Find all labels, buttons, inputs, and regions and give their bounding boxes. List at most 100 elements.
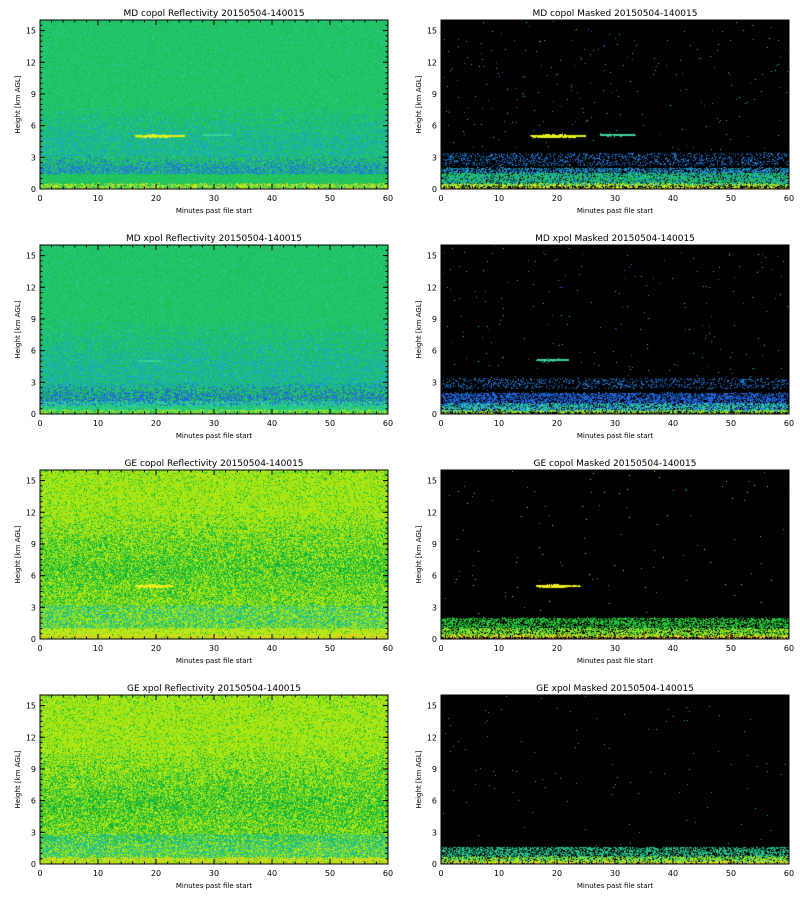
x-tick-label: 0 [37, 644, 42, 653]
y-tick-label: 3 [31, 828, 36, 837]
heatmap-image [40, 695, 388, 864]
x-tick-label: 20 [552, 419, 562, 428]
y-tick-label: 3 [31, 153, 36, 162]
panel-title: MD copol Masked 20150504-140015 [533, 9, 698, 19]
x-tick-label: 30 [209, 419, 219, 428]
y-tick-label: 6 [31, 797, 36, 806]
y-axis-label: Height [km AGL] [14, 525, 22, 583]
x-tick-label: 10 [93, 644, 103, 653]
x-tick-label: 40 [668, 194, 678, 203]
y-tick-label: 0 [432, 860, 437, 869]
panel-title: GE xpol Masked 20150504-140015 [536, 684, 694, 694]
y-axis-label: Height [km AGL] [415, 525, 423, 583]
x-tick-label: 10 [93, 869, 103, 878]
x-tick-label: 20 [151, 869, 161, 878]
heatmap-image [40, 245, 388, 414]
y-tick-label: 6 [432, 797, 437, 806]
y-tick-label: 3 [432, 153, 437, 162]
y-tick-label: 0 [432, 635, 437, 644]
y-tick-label: 0 [31, 635, 36, 644]
y-tick-label: 15 [26, 477, 36, 486]
y-tick-label: 6 [432, 347, 437, 356]
y-tick-label: 12 [427, 58, 437, 67]
x-tick-label: 30 [610, 194, 620, 203]
x-tick-label: 0 [37, 419, 42, 428]
x-tick-label: 10 [494, 644, 504, 653]
heatmap-image [441, 470, 789, 639]
x-tick-label: 30 [209, 194, 219, 203]
y-tick-label: 3 [432, 828, 437, 837]
y-tick-label: 3 [432, 378, 437, 387]
y-tick-label: 0 [31, 410, 36, 419]
panel-7: GE xpol Reflectivity 20150504-140015 0 10 2… [14, 684, 393, 890]
x-axis-label: Minutes past file start [176, 657, 253, 665]
x-tick-label: 60 [383, 419, 393, 428]
x-tick-label: 40 [267, 644, 277, 653]
x-tick-label: 20 [552, 869, 562, 878]
y-tick-label: 12 [427, 283, 437, 292]
y-axis-label: Height [km AGL] [14, 300, 22, 358]
x-axis-label: Minutes past file start [577, 657, 654, 665]
y-axis-label: Height [km AGL] [14, 750, 22, 808]
y-tick-label: 6 [432, 572, 437, 581]
x-tick-label: 10 [93, 194, 103, 203]
y-tick-label: 3 [31, 603, 36, 612]
x-tick-label: 10 [494, 869, 504, 878]
panel-5: GE copol Reflectivity 20150504-140015 0 10… [14, 459, 393, 665]
y-tick-label: 9 [31, 540, 36, 549]
panel-title: GE xpol Reflectivity 20150504-140015 [127, 684, 301, 694]
x-tick-label: 0 [438, 194, 443, 203]
x-tick-label: 40 [668, 644, 678, 653]
x-tick-label: 40 [668, 869, 678, 878]
x-tick-label: 0 [438, 419, 443, 428]
x-tick-label: 20 [552, 194, 562, 203]
y-tick-label: 12 [427, 508, 437, 517]
y-tick-label: 12 [26, 58, 36, 67]
panel-title: GE copol Reflectivity 20150504-140015 [124, 459, 303, 469]
y-tick-label: 0 [432, 410, 437, 419]
x-tick-label: 40 [267, 194, 277, 203]
panel-title: GE copol Masked 20150504-140015 [534, 459, 697, 469]
y-tick-label: 12 [427, 733, 437, 742]
y-tick-label: 9 [31, 765, 36, 774]
x-tick-label: 0 [37, 194, 42, 203]
y-tick-label: 15 [427, 702, 437, 711]
x-tick-label: 10 [494, 419, 504, 428]
x-tick-label: 30 [209, 869, 219, 878]
heatmap-image [40, 470, 388, 639]
y-tick-label: 0 [31, 185, 36, 194]
x-tick-label: 60 [383, 194, 393, 203]
x-tick-label: 20 [151, 419, 161, 428]
y-tick-label: 6 [31, 347, 36, 356]
x-tick-label: 0 [438, 644, 443, 653]
y-tick-label: 9 [31, 90, 36, 99]
x-tick-label: 50 [726, 869, 736, 878]
y-tick-label: 6 [31, 122, 36, 131]
x-tick-label: 20 [151, 644, 161, 653]
x-tick-label: 50 [325, 644, 335, 653]
heatmap-image [40, 20, 388, 189]
y-tick-label: 6 [31, 572, 36, 581]
x-axis-label: Minutes past file start [577, 432, 654, 440]
x-tick-label: 10 [93, 419, 103, 428]
x-tick-label: 50 [726, 644, 736, 653]
y-tick-label: 9 [31, 315, 36, 324]
x-tick-label: 50 [325, 419, 335, 428]
heatmap-image [441, 695, 789, 864]
x-tick-label: 30 [209, 644, 219, 653]
y-tick-label: 9 [432, 90, 437, 99]
y-tick-label: 9 [432, 540, 437, 549]
y-tick-label: 0 [432, 185, 437, 194]
y-tick-label: 15 [427, 477, 437, 486]
panel-title: MD xpol Masked 20150504-140015 [535, 234, 695, 244]
y-tick-label: 3 [31, 378, 36, 387]
x-axis-label: Minutes past file start [577, 207, 654, 215]
x-tick-label: 50 [325, 194, 335, 203]
y-tick-label: 9 [432, 315, 437, 324]
y-tick-label: 15 [26, 27, 36, 36]
